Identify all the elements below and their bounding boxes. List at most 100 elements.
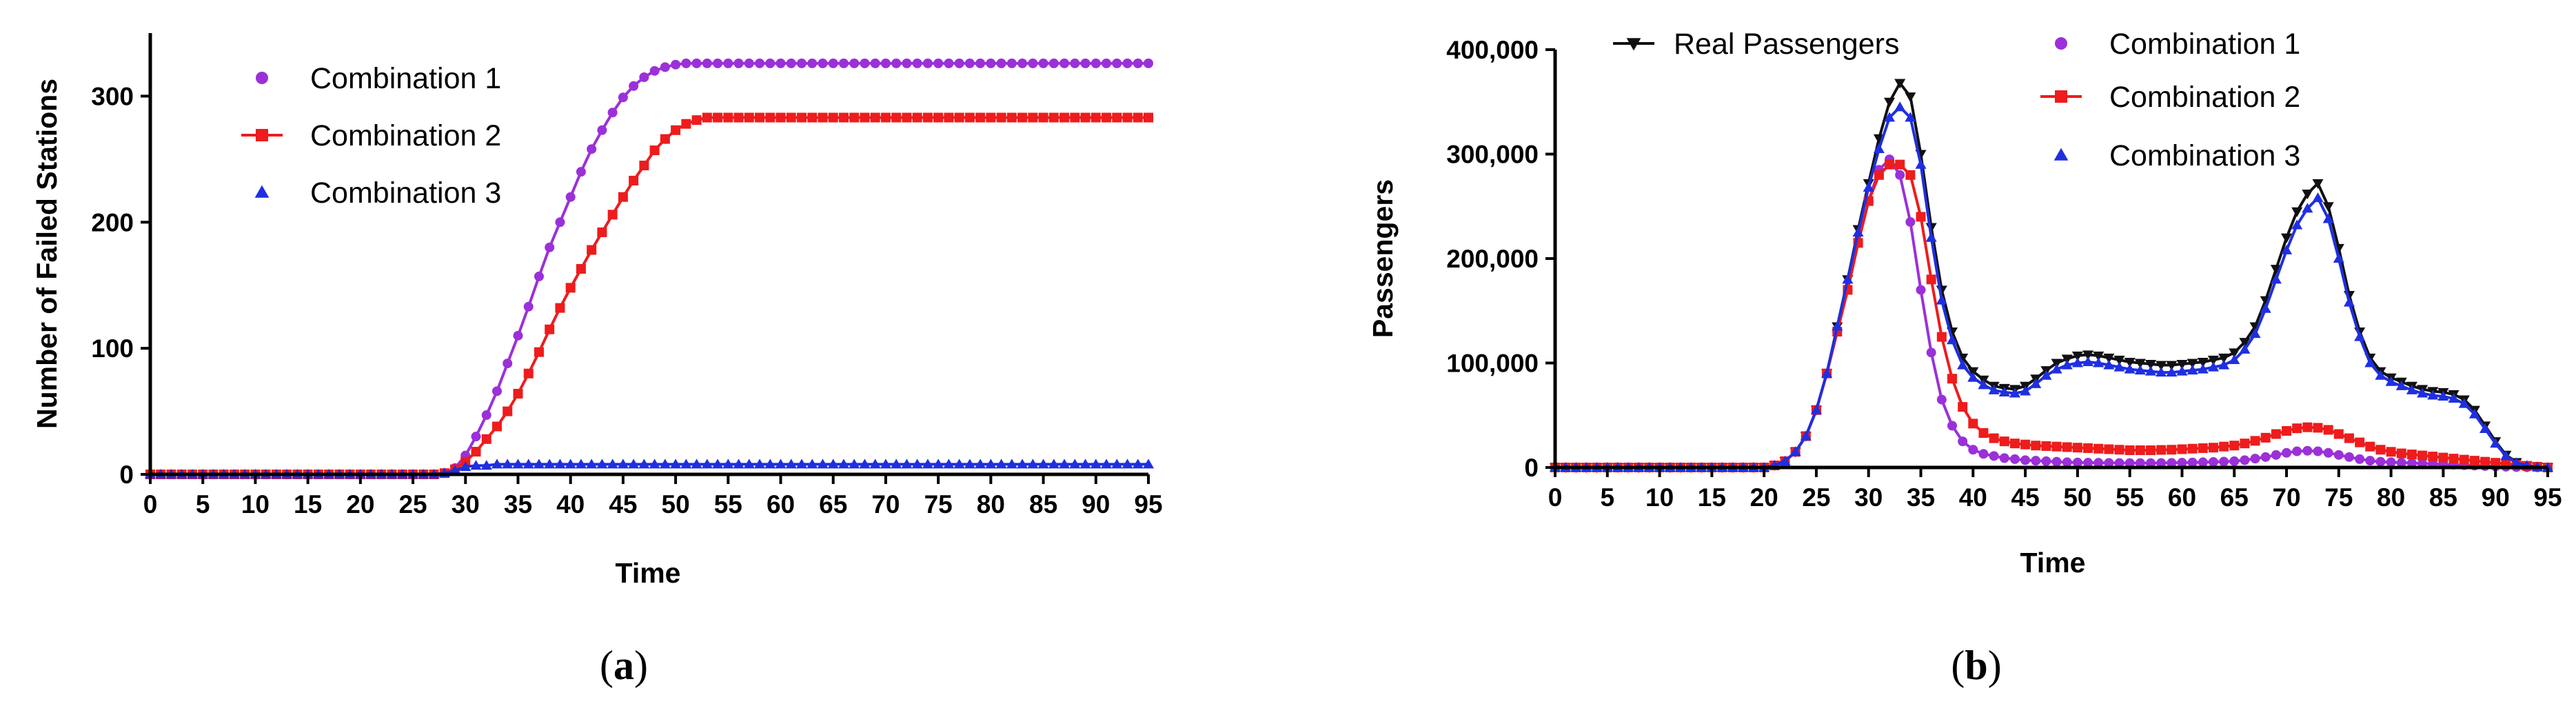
data-point <box>2292 423 2302 434</box>
legend-marker <box>256 129 268 141</box>
data-point <box>1789 446 1801 456</box>
data-point <box>607 108 618 118</box>
legend-marker <box>256 72 268 84</box>
data-point <box>1957 359 1969 370</box>
data-point <box>618 92 628 103</box>
data-point <box>2051 359 2062 369</box>
data-point <box>2071 351 2083 361</box>
data-point <box>995 459 1007 469</box>
data-point <box>1978 449 1989 459</box>
data-point <box>765 112 775 123</box>
legend-marker <box>2053 148 2069 161</box>
data-point <box>786 112 796 123</box>
data-point <box>2134 359 2146 369</box>
data-point <box>1133 112 1143 123</box>
data-point <box>2093 357 2105 367</box>
data-point <box>649 459 660 469</box>
data-point <box>880 459 891 469</box>
data-point <box>649 66 660 76</box>
data-point <box>545 324 555 334</box>
data-point <box>880 58 891 68</box>
data-point <box>2198 457 2208 467</box>
chart-panel-a: 0 5 10 15 20 25 30 35 40 45 50 55 60 65 70 75 80 85 90 95 0… <box>31 33 1163 688</box>
data-point <box>2113 361 2125 372</box>
data-point <box>1028 58 1038 68</box>
data-point <box>2031 441 2041 451</box>
data-point <box>922 58 933 68</box>
data-point <box>565 192 576 202</box>
data-point <box>2041 441 2051 451</box>
data-point <box>2490 438 2502 448</box>
data-point <box>722 459 734 469</box>
data-point <box>1080 58 1091 68</box>
y-tick-label: 400,000 <box>1446 36 1539 64</box>
y-tick-label: 0 <box>1524 454 1539 482</box>
x-tick-label: 75 <box>924 490 953 518</box>
data-point <box>2313 446 2323 456</box>
data-point <box>2365 456 2375 466</box>
data-point <box>1936 394 1947 405</box>
data-point <box>2396 458 2406 468</box>
data-point <box>2302 422 2313 432</box>
data-point <box>2271 450 2281 460</box>
legend-label: Combination 2 <box>310 119 501 152</box>
x-tick-label: 80 <box>977 490 1005 518</box>
data-point <box>2322 202 2334 212</box>
data-point <box>2104 444 2114 454</box>
data-point <box>2144 365 2157 376</box>
data-point <box>1885 159 1895 170</box>
x-tick-label: 10 <box>1645 483 1674 512</box>
data-point <box>691 58 702 68</box>
data-point <box>2083 458 2093 468</box>
data-point <box>629 175 639 185</box>
y-axis-title-b: Passengers <box>1367 179 1399 338</box>
data-point <box>2177 458 2187 468</box>
data-point <box>933 112 944 123</box>
x-tick-label: 80 <box>2377 483 2405 512</box>
x-axis-title-a: Time <box>616 557 681 589</box>
data-point <box>1070 58 1080 68</box>
data-point <box>2187 457 2198 467</box>
data-point <box>460 461 471 472</box>
data-point <box>2167 458 2177 468</box>
data-point <box>523 368 534 379</box>
data-point <box>681 58 691 68</box>
data-point <box>985 459 997 469</box>
data-point <box>1017 58 1028 68</box>
data-point <box>2395 380 2407 390</box>
data-point <box>565 459 576 469</box>
data-point <box>2333 429 2344 439</box>
data-point <box>2344 452 2354 462</box>
data-point <box>2124 363 2136 374</box>
data-point <box>2124 458 2135 468</box>
data-point <box>1894 101 1906 112</box>
data-point <box>2030 378 2042 388</box>
data-point <box>555 303 565 313</box>
data-point <box>1946 334 1958 345</box>
data-point <box>618 192 628 202</box>
series-combination-2 <box>145 112 1153 479</box>
data-point <box>2061 359 2073 370</box>
x-tick-label: 25 <box>1802 483 1830 512</box>
data-point <box>2365 441 2375 452</box>
data-point <box>691 115 702 125</box>
data-point <box>2020 455 2031 465</box>
series-combination-2 <box>1550 159 2553 472</box>
x-tick-label: 15 <box>294 490 322 518</box>
data-point <box>2448 454 2459 464</box>
x-tick-label: 50 <box>2063 483 2091 512</box>
data-point <box>797 58 807 68</box>
data-point <box>670 459 682 469</box>
data-point <box>2144 359 2157 370</box>
data-point <box>860 112 870 123</box>
series-line <box>1555 158 2548 469</box>
data-point <box>828 58 838 68</box>
data-point <box>701 459 713 469</box>
data-point <box>1017 112 1028 123</box>
data-point <box>2020 385 2031 396</box>
data-point <box>712 459 724 469</box>
legend-item: Combination 1 <box>256 62 501 95</box>
data-point <box>2302 445 2313 456</box>
data-point <box>870 112 880 123</box>
data-point <box>2176 365 2188 376</box>
